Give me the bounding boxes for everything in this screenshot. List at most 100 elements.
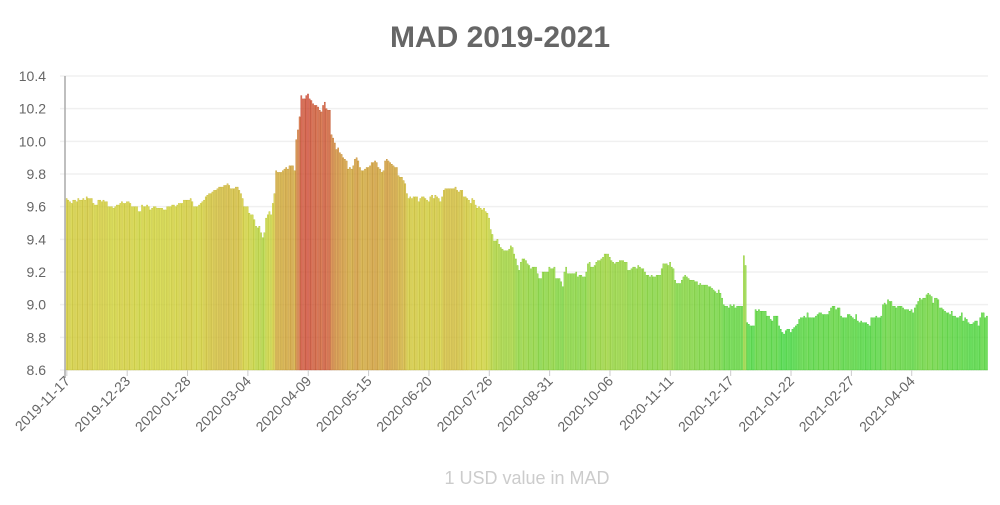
bar[interactable] (900, 306, 903, 371)
bar[interactable] (562, 286, 564, 371)
bar[interactable] (850, 315, 852, 371)
bar[interactable] (126, 201, 128, 371)
bar[interactable] (305, 95, 308, 371)
bar[interactable] (213, 190, 215, 371)
bar[interactable] (183, 199, 185, 371)
bar[interactable] (476, 208, 479, 371)
bar[interactable] (77, 198, 80, 371)
bar[interactable] (494, 240, 497, 371)
bar[interactable] (282, 170, 284, 371)
bar[interactable] (370, 162, 373, 371)
bar[interactable] (329, 110, 331, 371)
bar[interactable] (75, 201, 78, 371)
bar[interactable] (216, 188, 219, 371)
bar[interactable] (644, 271, 646, 371)
bar[interactable] (766, 315, 769, 371)
bar[interactable] (655, 275, 658, 371)
bar[interactable] (753, 325, 755, 371)
bar[interactable] (733, 304, 735, 371)
bar[interactable] (800, 317, 802, 371)
bar[interactable] (265, 217, 267, 371)
bar[interactable] (474, 204, 477, 371)
bar[interactable] (744, 265, 747, 371)
bar[interactable] (280, 172, 282, 371)
bar[interactable] (421, 196, 423, 371)
bar[interactable] (308, 98, 311, 371)
bar[interactable] (707, 286, 710, 371)
bar[interactable] (131, 206, 133, 371)
bar[interactable] (323, 101, 326, 371)
bar[interactable] (152, 206, 155, 371)
bar[interactable] (603, 253, 606, 371)
bar[interactable] (971, 324, 973, 371)
bar[interactable] (746, 322, 749, 371)
bar[interactable] (411, 198, 413, 371)
bar[interactable] (151, 208, 153, 371)
bar[interactable] (209, 193, 212, 371)
bar[interactable] (602, 257, 604, 371)
bar[interactable] (375, 162, 378, 371)
bar[interactable] (146, 204, 148, 371)
bar[interactable] (831, 306, 834, 371)
bar[interactable] (925, 294, 928, 371)
bar[interactable] (612, 262, 614, 371)
bar[interactable] (774, 315, 777, 371)
bar[interactable] (741, 306, 743, 371)
bar[interactable] (287, 168, 289, 371)
bar[interactable] (486, 213, 489, 371)
bar[interactable] (530, 268, 532, 371)
bar[interactable] (169, 206, 172, 371)
bar[interactable] (622, 260, 624, 371)
bar[interactable] (964, 317, 966, 371)
bar[interactable] (367, 167, 370, 371)
bar[interactable] (805, 317, 807, 371)
bar[interactable] (416, 196, 418, 371)
bar[interactable] (260, 232, 262, 371)
bar[interactable] (92, 203, 95, 371)
bar[interactable] (932, 302, 935, 371)
bar[interactable] (716, 293, 718, 371)
bar[interactable] (860, 320, 862, 371)
bar[interactable] (610, 260, 613, 371)
bar[interactable] (82, 198, 85, 371)
bar[interactable] (667, 265, 670, 371)
bar[interactable] (639, 266, 641, 371)
bar[interactable] (272, 203, 274, 371)
bar[interactable] (738, 306, 740, 371)
bar[interactable] (491, 234, 494, 371)
bar[interactable] (513, 253, 515, 371)
bar[interactable] (380, 172, 383, 371)
bar[interactable] (976, 320, 978, 371)
bar[interactable] (803, 315, 806, 371)
bar[interactable] (505, 250, 507, 371)
bar[interactable] (816, 314, 819, 371)
bar[interactable] (952, 315, 955, 371)
bar[interactable] (302, 98, 304, 371)
bar[interactable] (399, 177, 401, 371)
bar[interactable] (768, 315, 770, 371)
bar[interactable] (176, 204, 179, 371)
bar[interactable] (137, 211, 140, 371)
bar[interactable] (127, 201, 130, 371)
bar[interactable] (342, 157, 345, 371)
bar[interactable] (382, 170, 385, 371)
bar[interactable] (500, 247, 502, 371)
bar[interactable] (722, 304, 725, 371)
bar[interactable] (312, 103, 314, 371)
bar[interactable] (122, 203, 125, 371)
bar[interactable] (672, 268, 675, 371)
bar[interactable] (188, 199, 190, 371)
bar[interactable] (592, 266, 594, 371)
bar[interactable] (466, 198, 469, 371)
bar[interactable] (461, 190, 464, 371)
bar[interactable] (550, 268, 552, 371)
bar[interactable] (878, 317, 881, 371)
bar[interactable] (293, 170, 296, 371)
bar[interactable] (974, 320, 976, 371)
bar[interactable] (231, 188, 234, 371)
bar[interactable] (463, 196, 465, 371)
bar[interactable] (843, 317, 846, 371)
bar[interactable] (543, 271, 546, 371)
bar[interactable] (848, 314, 851, 371)
bar[interactable] (563, 271, 566, 371)
